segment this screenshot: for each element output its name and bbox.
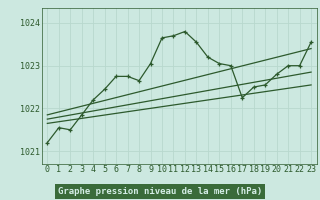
Text: Graphe pression niveau de la mer (hPa): Graphe pression niveau de la mer (hPa) (58, 187, 262, 196)
